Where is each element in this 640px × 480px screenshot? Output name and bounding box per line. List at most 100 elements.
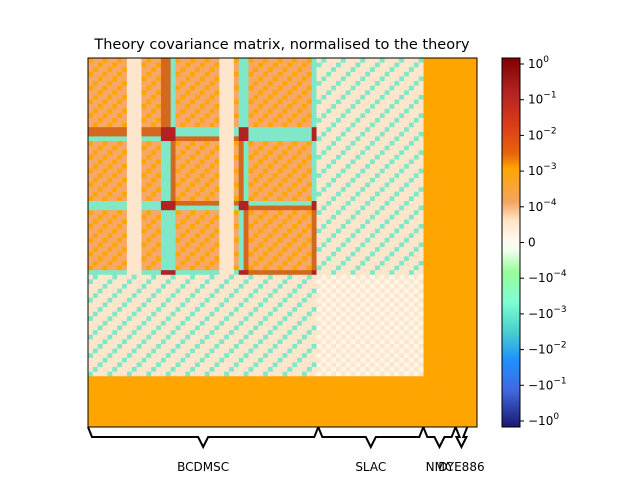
- heatmap-cell: [112, 164, 118, 170]
- heatmap-cell: [331, 122, 337, 128]
- heatmap-cell: [160, 293, 167, 299]
- heatmap-cell: [442, 288, 449, 294]
- heatmap-plot-area: [88, 58, 477, 427]
- heatmap-cell: [190, 200, 196, 206]
- heatmap-cell: [160, 274, 167, 280]
- heatmap-cell: [379, 90, 386, 96]
- heatmap-cell: [316, 99, 322, 105]
- heatmap-cell: [365, 224, 371, 230]
- heatmap-cell: [321, 164, 327, 170]
- heatmap-cell: [413, 108, 420, 114]
- heatmap-cell: [248, 196, 254, 202]
- heatmap-cell: [185, 210, 191, 216]
- heatmap-cell: [165, 307, 172, 313]
- heatmap-cell: [404, 136, 410, 142]
- heatmap-cell: [267, 219, 274, 225]
- heatmap-cell: [287, 307, 293, 313]
- heatmap-cell: [321, 284, 327, 290]
- heatmap-cell: [214, 284, 220, 290]
- heatmap-cell: [311, 200, 317, 206]
- heatmap-cell: [238, 307, 244, 313]
- heatmap-cell: [282, 76, 288, 82]
- heatmap-cell: [272, 307, 279, 313]
- heatmap-cell: [331, 81, 337, 87]
- heatmap-cell: [384, 71, 390, 77]
- heatmap-cell: [297, 122, 303, 128]
- heatmap-cell: [345, 122, 351, 128]
- heatmap-cell: [311, 150, 317, 156]
- heatmap-cell: [248, 159, 254, 165]
- heatmap-cell: [151, 58, 157, 64]
- heatmap-cell: [209, 242, 215, 248]
- heatmap-cell: [233, 284, 240, 290]
- heatmap-cell: [151, 104, 157, 110]
- heatmap-cell: [122, 177, 128, 183]
- heatmap-cell: [107, 58, 113, 64]
- heatmap-cell: [306, 334, 313, 340]
- heatmap-cell: [457, 62, 463, 68]
- heatmap-cell: [214, 71, 220, 77]
- heatmap-cell: [190, 131, 196, 137]
- heatmap-cell: [248, 127, 254, 133]
- heatmap-cell: [316, 200, 322, 206]
- heatmap-cell: [287, 177, 293, 183]
- heatmap-cell: [301, 94, 308, 100]
- heatmap-cell: [122, 247, 128, 253]
- heatmap-cell: [277, 122, 283, 128]
- heatmap-cell: [219, 274, 225, 280]
- heatmap-cell: [238, 219, 244, 225]
- heatmap-cell: [248, 274, 254, 280]
- heatmap-cell: [384, 307, 390, 313]
- heatmap-cell: [92, 343, 99, 349]
- heatmap-cell: [350, 279, 356, 285]
- heatmap-cell: [374, 76, 381, 82]
- heatmap-cell: [126, 242, 133, 248]
- heatmap-cell: [326, 233, 332, 239]
- heatmap-cell: [253, 173, 259, 179]
- heatmap-cell: [408, 316, 415, 322]
- heatmap-cell: [146, 122, 152, 128]
- heatmap-cell: [160, 330, 167, 336]
- heatmap-cell: [379, 260, 386, 266]
- heatmap-cell: [263, 205, 269, 211]
- heatmap-cell: [428, 228, 434, 234]
- heatmap-cell: [301, 76, 308, 82]
- heatmap-cell: [146, 191, 152, 197]
- heatmap-cell: [180, 210, 186, 216]
- heatmap-cell: [365, 307, 371, 313]
- heatmap-cell: [447, 293, 454, 299]
- heatmap-cell: [360, 145, 366, 151]
- heatmap-cell: [97, 288, 103, 294]
- heatmap-cell: [102, 196, 108, 202]
- heatmap-cell: [238, 270, 244, 276]
- heatmap-cell: [165, 131, 172, 137]
- heatmap-cell: [209, 251, 215, 257]
- heatmap-cell: [156, 224, 162, 230]
- heatmap-cell: [272, 325, 279, 331]
- heatmap-cell: [462, 141, 468, 147]
- heatmap-cell: [370, 330, 376, 336]
- heatmap-cell: [141, 233, 147, 239]
- heatmap-cell: [404, 279, 410, 285]
- heatmap-cell: [224, 58, 230, 64]
- heatmap-cell: [394, 228, 400, 234]
- heatmap-cell: [408, 251, 415, 257]
- heatmap-cell: [175, 279, 181, 285]
- heatmap-cell: [151, 251, 157, 257]
- heatmap-cell: [316, 113, 322, 119]
- heatmap-cell: [199, 76, 206, 82]
- heatmap-cell: [204, 256, 210, 262]
- heatmap-cell: [258, 145, 264, 151]
- heatmap-cell: [219, 62, 225, 68]
- heatmap-cell: [190, 164, 196, 170]
- heatmap-cell: [389, 136, 395, 142]
- heatmap-cell: [360, 228, 366, 234]
- heatmap-cell: [117, 117, 123, 123]
- heatmap-cell: [248, 242, 254, 248]
- heatmap-cell: [156, 76, 162, 82]
- heatmap-cell: [272, 127, 279, 133]
- heatmap-cell: [219, 343, 225, 349]
- heatmap-cell: [107, 242, 113, 248]
- heatmap-cell: [301, 182, 308, 188]
- heatmap-cell: [331, 141, 337, 147]
